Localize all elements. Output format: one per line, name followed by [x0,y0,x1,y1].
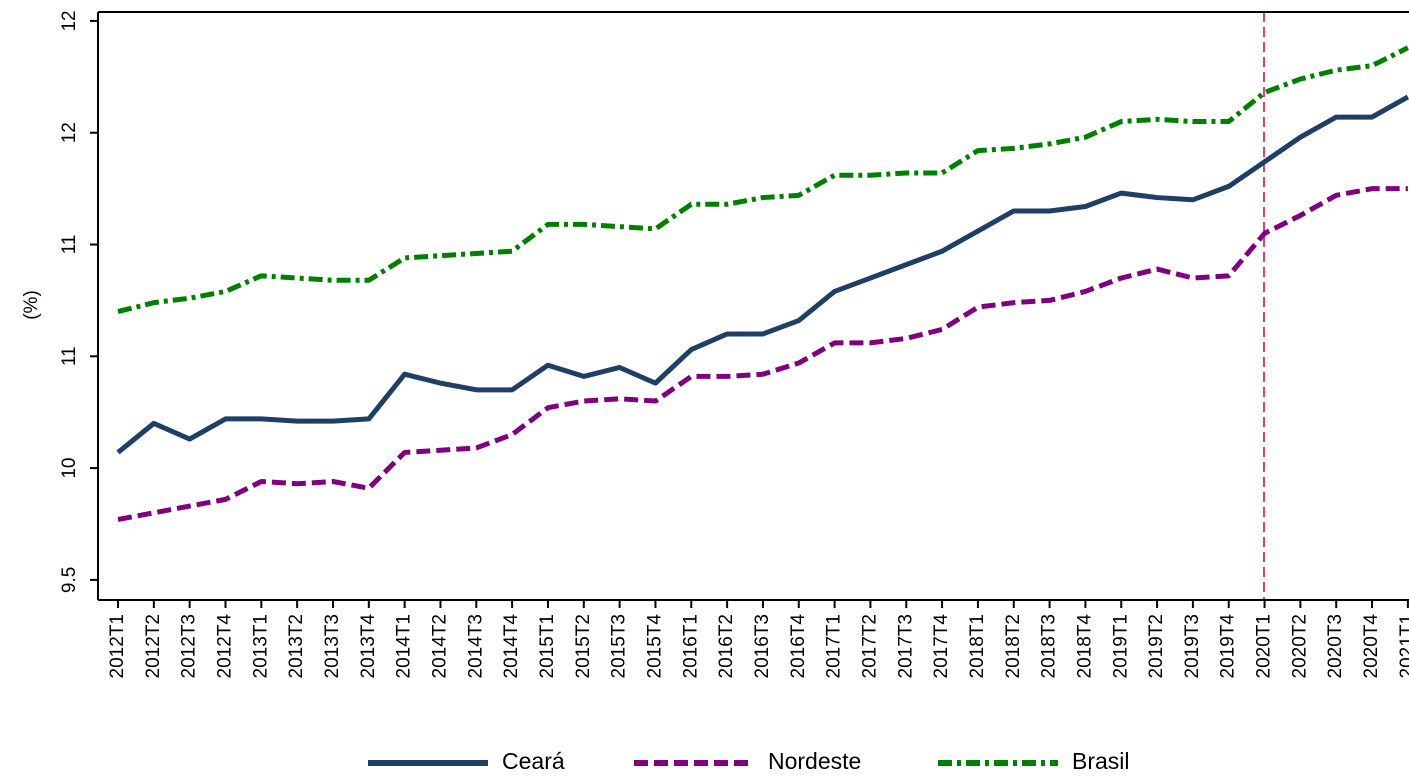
x-tick-label: 2019T1 [1110,614,1131,678]
x-tick-label: 2018T3 [1039,614,1060,678]
x-tick-label: 2016T3 [752,614,773,678]
x-tick-label: 2013T2 [286,614,307,678]
legend-label: Nordeste [768,748,861,774]
x-tick-label: 2017T3 [895,614,916,678]
x-tick-label: 2019T3 [1182,614,1203,678]
x-tick-label: 2015T1 [537,614,558,678]
x-tick-label: 2012T3 [179,614,200,678]
x-tick-label: 2020T4 [1361,614,1382,679]
x-tick-label: 2018T4 [1074,614,1095,679]
y-tick-label: 12 [59,10,80,31]
x-tick-label: 2012T2 [143,614,164,678]
x-tick-label: 2017T1 [824,614,845,678]
x-tick-label: 2013T4 [358,614,379,679]
series-line [117,186,1408,522]
x-tick-label: 2013T3 [322,614,343,678]
series-line [117,45,1409,315]
y-axis-label: (%) [21,290,42,320]
y-tick-label: 12 [59,122,80,143]
x-tick-label: 2018T2 [1003,614,1024,678]
x-tick-label: 2019T4 [1218,614,1239,679]
y-tick-label: 9.5 [59,567,80,593]
x-tick-label: 2017T2 [859,614,880,678]
x-tick-label: 2014T2 [429,614,450,678]
x-tick-label: 2014T3 [465,614,486,678]
series-line [116,94,1409,455]
x-tick-label: 2016T2 [716,614,737,678]
x-tick-label: 2012T1 [107,614,128,678]
legend-label: Ceará [502,748,565,774]
x-tick-label: 2020T3 [1325,614,1346,678]
x-tick-label: 2012T4 [215,614,236,679]
y-tick-label: 11 [59,346,80,366]
x-tick-label: 2016T1 [680,614,701,678]
x-tick-label: 2015T3 [609,614,630,678]
x-tick-label: 2015T4 [644,614,665,679]
x-tick-label: 2019T2 [1146,614,1167,678]
x-tick-label: 2020T1 [1254,614,1275,678]
x-tick-label: 2017T4 [931,614,952,679]
x-tick-label: 2021T1 [1397,614,1409,678]
x-tick-label: 2016T4 [788,614,809,679]
y-tick-label: 11 [59,235,80,255]
x-tick-label: 2020T2 [1289,614,1310,678]
x-tick-label: 2015T2 [573,614,594,678]
x-tick-label: 2018T1 [967,614,988,678]
y-tick-label: 10 [59,458,80,479]
x-tick-label: 2014T1 [394,614,415,678]
x-tick-label: 2014T4 [501,614,522,679]
x-tick-label: 2013T1 [250,614,271,678]
legend-label: Brasil [1072,748,1130,774]
